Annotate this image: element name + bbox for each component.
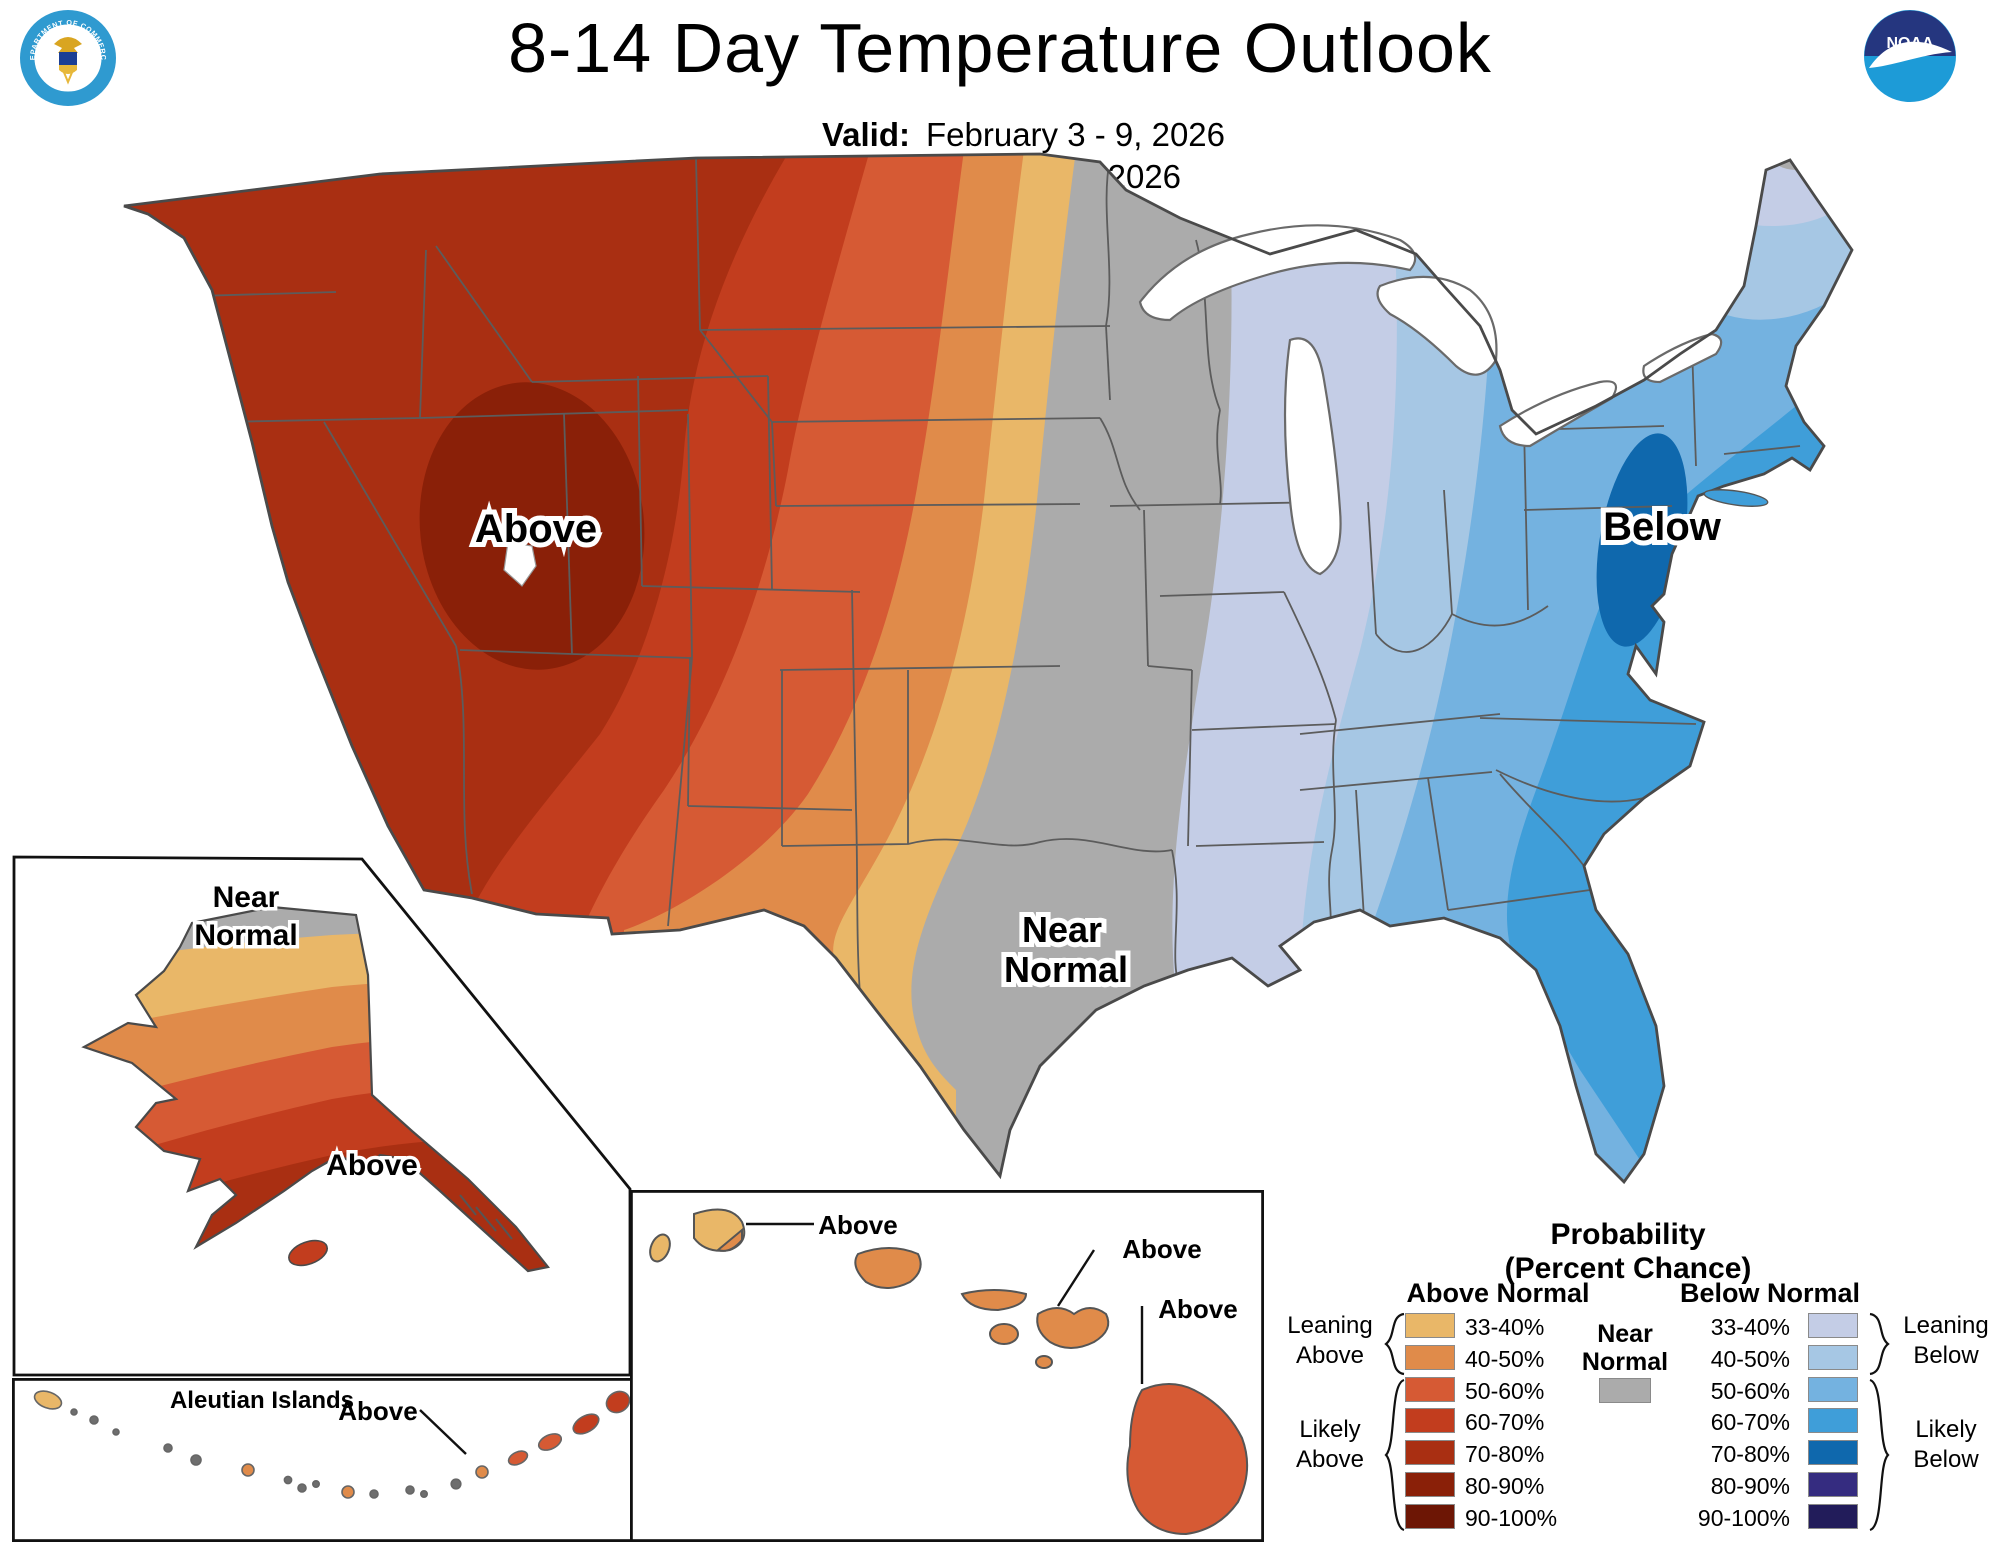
- page-title: 8-14 Day Temperature Outlook: [508, 9, 1492, 87]
- legend-braces: [1384, 1312, 1890, 1532]
- leaning-below-line2: Below: [1913, 1342, 1979, 1369]
- legend-title-line1: Probability: [1550, 1218, 1706, 1251]
- leaning-above-line1: Leaning: [1287, 1312, 1373, 1339]
- legend-below-header: Below Normal: [1679, 1278, 1861, 1308]
- leaning-below-line1: Leaning: [1903, 1312, 1989, 1339]
- legend-range-above-40-50: 40-50%: [1465, 1346, 1545, 1372]
- hawaii-above-label-2: Above: [1122, 1234, 1201, 1264]
- great-lakes: [1138, 224, 1723, 576]
- aleutian-leader-line: [419, 1409, 467, 1455]
- legend-range-below-80-90: 80-90%: [1710, 1473, 1790, 1499]
- legend-swatch-above-90-100: [1405, 1504, 1455, 1529]
- legend-swatch-below-80-90: [1808, 1472, 1858, 1497]
- legend-range-below-33-40: 33-40%: [1710, 1314, 1790, 1340]
- legend-range-above-33-40: 33-40%: [1465, 1314, 1545, 1340]
- lanai: [989, 1323, 1019, 1345]
- kahoolawe: [1035, 1355, 1053, 1369]
- long-island: [1703, 489, 1769, 507]
- ak-band-33-40: [84, 907, 548, 1047]
- aleutian-title: Aleutian Islands: [170, 1387, 354, 1414]
- leaning-above-line2: Above: [1295, 1342, 1365, 1369]
- legend: Probability (Percent Chance) Above Norma…: [1278, 1216, 2000, 1545]
- aleutian-islands-chain: [33, 1390, 631, 1499]
- panhandle-fjord-texture: [459, 1194, 513, 1240]
- legend-range-below-40-50: 40-50%: [1710, 1346, 1790, 1372]
- valid-value: February 3 - 9, 2026: [926, 116, 1225, 153]
- lake-michigan: [1283, 337, 1342, 576]
- legend-swatch-below-90-100: [1808, 1504, 1858, 1529]
- valid-label: Valid:: [821, 116, 910, 153]
- molokai: [960, 1289, 1028, 1312]
- legend-range-above-80-90: 80-90%: [1465, 1473, 1545, 1499]
- legend-range-above-50-60: 50-60%: [1465, 1378, 1545, 1404]
- band-above-80-90: [419, 382, 645, 670]
- legend-swatch-below-60-70: [1808, 1408, 1858, 1433]
- hawaii-above-label-3: Above: [1158, 1294, 1237, 1324]
- legend-title-line2: (Percent Chance): [1504, 1252, 1752, 1285]
- likely-below-line2: Below: [1913, 1446, 1979, 1473]
- kodiak-island: [288, 1239, 328, 1267]
- alaska-near-label-line2: Normal: [194, 919, 297, 952]
- department-of-commerce-logo: DEPARTMENT OF COMMERCE UNITED STATES OF …: [18, 8, 116, 106]
- legend-range-above-70-80: 70-80%: [1465, 1441, 1545, 1467]
- alaska-near-label-line1: Near: [213, 881, 280, 914]
- conus-near-label-line2: Normal: [1004, 949, 1128, 990]
- aleutian-inset: Aleutian Islands Above: [12, 1378, 638, 1542]
- lake-ontario: [1642, 332, 1723, 384]
- legend-swatch-below-40-50: [1808, 1345, 1858, 1370]
- legend-near-line1: Near: [1597, 1320, 1653, 1348]
- legend-swatch-above-60-70: [1405, 1408, 1455, 1433]
- noaa-logo-text: NOAA: [1886, 35, 1934, 52]
- hawaii-leader-2: [1056, 1249, 1096, 1307]
- legend-swatch-below-70-80: [1808, 1440, 1858, 1465]
- legend-range-above-60-70: 60-70%: [1465, 1409, 1545, 1435]
- hawaii-inset: Above Above Above: [630, 1190, 1264, 1542]
- niihau: [649, 1233, 671, 1263]
- valid-row: Valid: February 3 - 9, 2026: [700, 116, 1400, 154]
- legend-swatch-above-50-60: [1405, 1377, 1455, 1402]
- conus-near-label-line1: Near: [1022, 909, 1102, 950]
- likely-below-line1: Likely: [1915, 1416, 1977, 1443]
- great-salt-lake: [503, 541, 537, 587]
- kauai-southeast: [715, 1227, 743, 1252]
- oahu: [854, 1247, 922, 1289]
- aleutian-above-label: Above: [338, 1396, 417, 1426]
- alaska-above-label: Above: [326, 1149, 418, 1182]
- legend-range-below-90-100: 90-100%: [1697, 1505, 1790, 1531]
- noaa-bird-icon: [1869, 41, 1952, 68]
- legend-range-above-90-100: 90-100%: [1465, 1505, 1558, 1531]
- legend-swatch-above-70-80: [1405, 1440, 1455, 1465]
- maui: [1036, 1307, 1110, 1349]
- conus-below-label: Below: [1603, 505, 1722, 549]
- lake-superior: [1138, 224, 1417, 322]
- hawaiian-islands: [649, 1208, 1249, 1536]
- likely-above-line1: Likely: [1299, 1416, 1361, 1443]
- likely-above-line2: Above: [1295, 1446, 1365, 1473]
- legend-range-below-60-70: 60-70%: [1710, 1409, 1790, 1435]
- legend-swatch-above-40-50: [1405, 1345, 1455, 1370]
- lake-huron: [1376, 275, 1498, 376]
- legend-swatch-above-33-40: [1405, 1313, 1455, 1338]
- conus-outline: [123, 152, 1854, 1185]
- legend-near-line2: Normal: [1581, 1348, 1669, 1376]
- doc-eagle-shield-icon: [54, 37, 82, 85]
- legend-swatch-below-50-60: [1808, 1377, 1858, 1402]
- conus-above-label: Above: [475, 507, 597, 551]
- legend-above-header: Above Normal: [1406, 1278, 1590, 1308]
- noaa-logo: NOAA: [1864, 10, 1956, 102]
- hawaii-above-label-1: Above: [818, 1210, 897, 1240]
- alaska-outline: [81, 905, 550, 1273]
- legend-range-below-50-60: 50-60%: [1710, 1378, 1790, 1404]
- alaska-inset: Near Normal Above: [12, 855, 632, 1377]
- legend-swatch-near-normal: [1599, 1378, 1651, 1403]
- legend-swatch-below-33-40: [1808, 1313, 1858, 1338]
- big-island: [1126, 1383, 1249, 1536]
- legend-range-below-70-80: 70-80%: [1710, 1441, 1790, 1467]
- legend-swatch-above-80-90: [1405, 1472, 1455, 1497]
